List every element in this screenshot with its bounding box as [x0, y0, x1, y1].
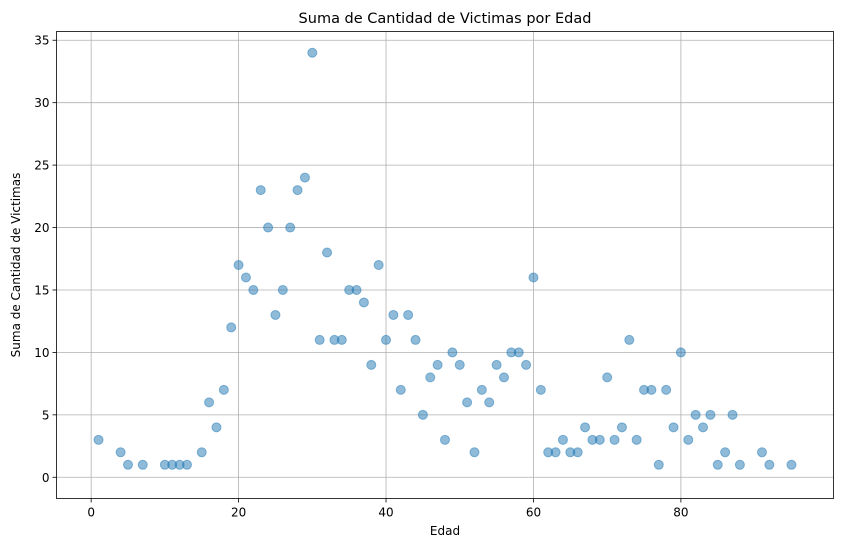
- y-tick-label: 5: [42, 408, 50, 422]
- data-point: [218, 384, 229, 395]
- y-axis-label: Suma de Cantidad de Victimas: [9, 173, 23, 358]
- x-tick-label: 60: [526, 506, 541, 520]
- data-point: [572, 447, 583, 458]
- data-point: [491, 359, 502, 370]
- data-point: [624, 334, 635, 345]
- y-tick-label: 35: [34, 34, 49, 48]
- data-point: [454, 359, 465, 370]
- data-point: [646, 384, 657, 395]
- data-point: [351, 284, 362, 295]
- data-point: [307, 47, 318, 58]
- data-point: [683, 434, 694, 445]
- data-point: [233, 260, 244, 270]
- data-point: [425, 372, 436, 383]
- data-point: [277, 284, 288, 295]
- data-point: [550, 447, 561, 458]
- data-point: [521, 359, 532, 370]
- data-point: [720, 447, 731, 458]
- data-point: [115, 447, 126, 458]
- data-point: [270, 309, 281, 320]
- data-point: [440, 434, 450, 445]
- data-point: [661, 384, 672, 395]
- data-point: [528, 272, 539, 283]
- data-point: [698, 422, 709, 433]
- y-tick-label: 30: [34, 96, 49, 110]
- data-point: [653, 459, 664, 470]
- data-point: [447, 347, 458, 358]
- data-point: [513, 347, 524, 358]
- data-point: [432, 359, 443, 370]
- data-point: [358, 297, 369, 308]
- data-point: [292, 185, 303, 196]
- data-point: [417, 409, 428, 420]
- data-point: [764, 459, 775, 470]
- data-point: [557, 434, 568, 445]
- data-point: [196, 447, 207, 458]
- data-point: [602, 372, 613, 383]
- data-point: [609, 434, 620, 445]
- data-point: [410, 334, 421, 345]
- x-tick-label: 20: [231, 506, 246, 520]
- data-point: [395, 384, 406, 395]
- data-point: [705, 409, 716, 420]
- data-point: [594, 434, 605, 445]
- data-point: [366, 359, 377, 370]
- data-point: [285, 222, 296, 233]
- data-point: [248, 284, 259, 295]
- data-point: [240, 272, 251, 283]
- data-point: [255, 185, 266, 196]
- data-point: [299, 172, 310, 183]
- data-point: [535, 384, 546, 395]
- data-point: [336, 334, 347, 345]
- data-point: [668, 422, 679, 433]
- data-point: [204, 397, 215, 408]
- data-point: [727, 409, 738, 420]
- data-point: [388, 309, 399, 320]
- data-point: [484, 397, 495, 408]
- data-point: [93, 434, 104, 445]
- y-tick-label: 0: [42, 471, 50, 485]
- x-tick-label: 80: [673, 506, 688, 520]
- data-point: [403, 309, 414, 320]
- data-point: [712, 459, 723, 470]
- data-point: [469, 447, 480, 458]
- data-points: [93, 47, 797, 470]
- y-tick-label: 15: [34, 283, 49, 297]
- x-tick-label: 40: [378, 506, 393, 520]
- plot-frame: [56, 31, 834, 499]
- data-point: [690, 409, 701, 420]
- data-point: [616, 422, 627, 433]
- data-point: [476, 384, 487, 395]
- data-point: [756, 447, 767, 458]
- x-axis-label: Edad: [430, 524, 460, 538]
- data-point: [123, 459, 134, 470]
- data-point: [734, 459, 745, 470]
- y-tick-label: 20: [34, 221, 49, 235]
- y-tick-label: 10: [34, 346, 49, 360]
- data-point: [675, 347, 686, 358]
- y-axis-ticks: 0 5 10 15 20 25 30 35: [34, 34, 57, 485]
- data-point: [631, 434, 642, 445]
- data-point: [181, 459, 192, 470]
- data-point: [786, 459, 797, 470]
- x-axis-ticks: 0 20 40 60 80: [87, 498, 689, 520]
- data-point: [137, 459, 148, 470]
- data-point: [373, 260, 384, 270]
- data-point: [580, 422, 591, 433]
- data-point: [322, 247, 333, 258]
- data-point: [211, 422, 222, 433]
- data-point: [498, 372, 509, 383]
- data-point: [462, 397, 473, 408]
- chart-title: Suma de Cantidad de Victimas por Edad: [299, 11, 592, 27]
- data-point: [314, 334, 325, 345]
- grid-lines: [56, 31, 834, 499]
- data-point: [263, 222, 274, 233]
- data-point: [226, 322, 237, 333]
- y-tick-label: 25: [34, 159, 49, 173]
- data-point: [381, 334, 392, 345]
- x-tick-label: 0: [87, 506, 95, 520]
